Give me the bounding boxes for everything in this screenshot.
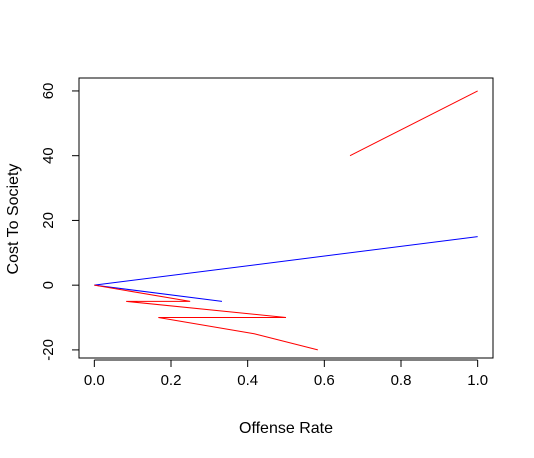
x-axis: 0.0 0.2 0.4 0.6 0.8 1.0 — [84, 359, 488, 389]
y-axis-label: Cost To Society — [5, 164, 22, 275]
y-axis: -20 0 20 40 60 — [40, 83, 80, 361]
y-tick-label: -20 — [40, 339, 57, 361]
x-tick-label: 0.0 — [84, 372, 105, 389]
series-layer — [94, 90, 478, 351]
series-line-3 — [94, 284, 318, 351]
x-tick-label: 0.8 — [391, 372, 412, 389]
x-axis-label: Offense Rate — [239, 420, 333, 437]
y-tick-label: 40 — [40, 147, 57, 164]
x-tick-label: 0.2 — [161, 372, 182, 389]
x-tick-label: 0.6 — [314, 372, 335, 389]
y-tick-label: 0 — [40, 281, 57, 289]
x-tick-label: 1.0 — [467, 372, 488, 389]
y-tick-label: 60 — [40, 83, 57, 100]
y-tick-label: 20 — [40, 212, 57, 229]
series-line-1 — [349, 90, 478, 157]
x-tick-label: 0.4 — [237, 372, 258, 389]
